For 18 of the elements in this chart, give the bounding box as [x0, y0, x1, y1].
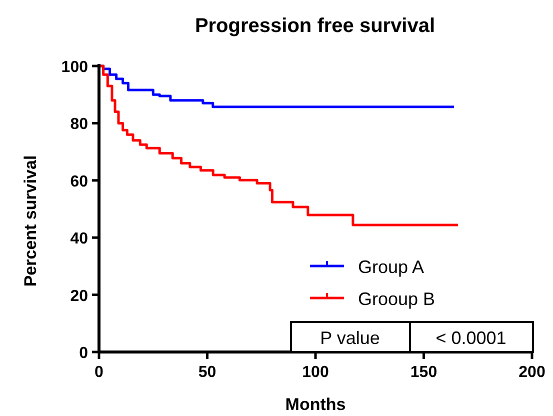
- x-tick-label: 50: [198, 364, 216, 381]
- y-tick-label: 20: [70, 288, 88, 305]
- x-tick-label: 200: [518, 364, 546, 381]
- legend-label: Grooup B: [358, 289, 436, 309]
- x-tick-label: 100: [302, 364, 329, 381]
- x-tick-label: 150: [410, 364, 438, 381]
- chart-title: Progression free survival: [194, 15, 436, 37]
- x-tick-label: 0: [94, 364, 104, 381]
- y-tick-label: 40: [70, 230, 88, 248]
- annotation: < 0.0001: [436, 328, 506, 348]
- y-tick-label: 100: [61, 59, 88, 76]
- annotation: P value: [320, 328, 380, 348]
- x-axis-title: Months: [285, 395, 346, 414]
- y-tick-label: 80: [70, 116, 88, 134]
- y-tick-label: 0: [79, 345, 88, 362]
- y-axis-title: Percent survival: [21, 155, 40, 287]
- legend-label: Group A: [358, 257, 424, 277]
- y-tick-label: 60: [70, 173, 88, 190]
